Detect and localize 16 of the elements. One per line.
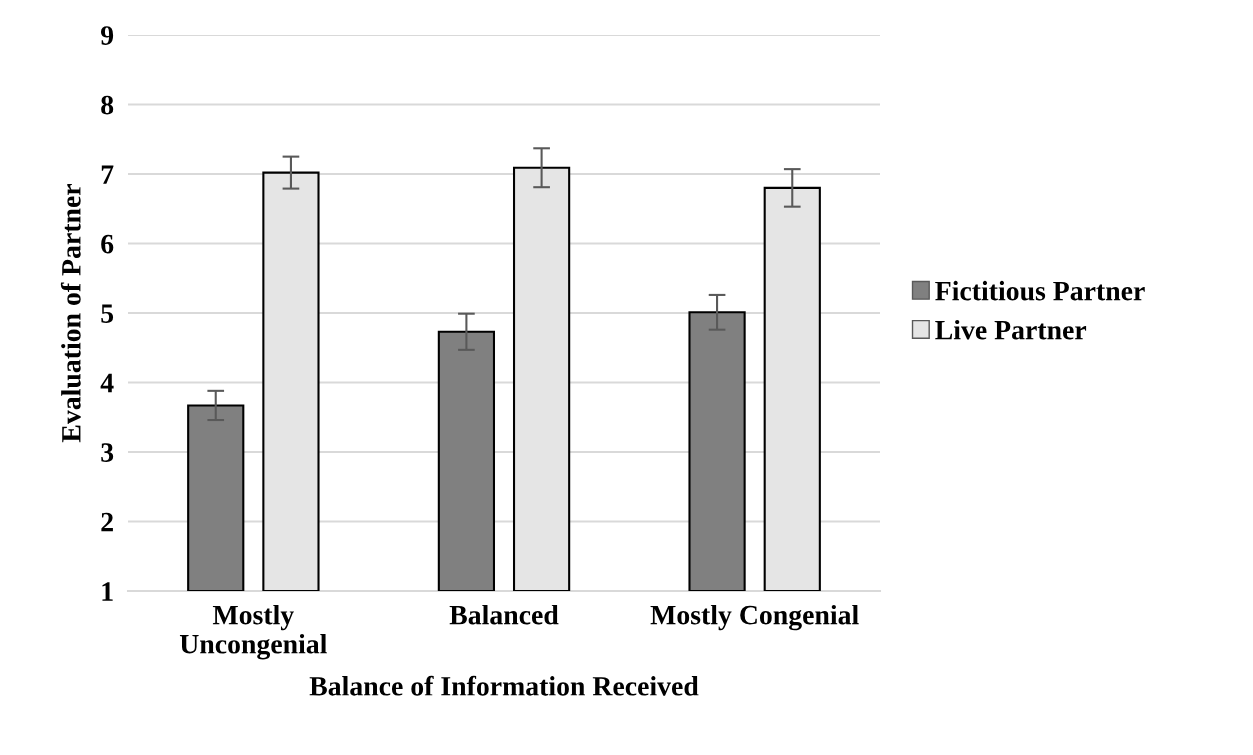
y-tick-label: 6 — [101, 234, 114, 254]
y-tick-label: 7 — [101, 165, 114, 184]
legend-label: Fictitious Partner — [935, 280, 1145, 301]
y-axis-title: Evaluation of Partner — [60, 183, 81, 443]
y-tick-label: 4 — [100, 373, 114, 393]
y-tick-label: 5 — [101, 304, 114, 323]
y-tick-label: 9 — [100, 26, 114, 45]
x-tick-label: Mostly Uncongenial — [179, 604, 327, 660]
x-tick-label: Mostly Congenial — [650, 604, 859, 631]
y-tick-label: 2 — [101, 512, 113, 532]
y-tick-label: 8 — [101, 95, 114, 115]
x-tick-label: Balanced — [449, 604, 559, 625]
y-tick-label: 1 — [102, 582, 113, 601]
y-tick-label: 3 — [101, 443, 114, 462]
x-axis-title: Balance of Information Received — [309, 675, 699, 696]
legend-label: Live Partner — [935, 319, 1087, 340]
